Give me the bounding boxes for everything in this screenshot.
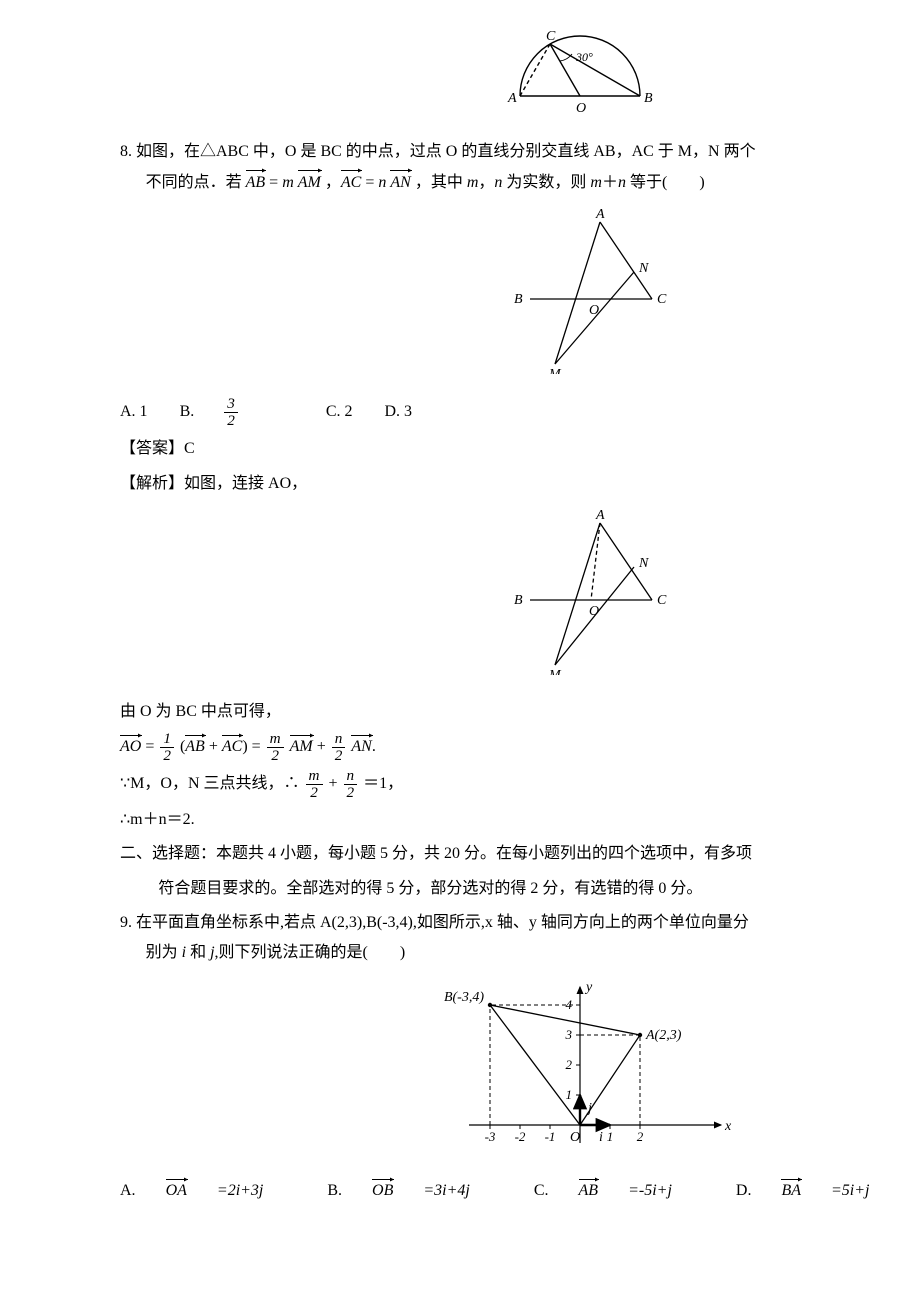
svg-text:O: O: [589, 604, 599, 619]
svg-text:B(-3,4): B(-3,4): [444, 990, 484, 1005]
svg-text:B: B: [514, 292, 523, 307]
q9-svg: -3-2-1121234OxyijA(2,3)B(-3,4): [415, 975, 745, 1155]
svg-text:C: C: [546, 29, 556, 44]
svg-text:3: 3: [565, 1027, 573, 1042]
svg-text:A: A: [595, 508, 605, 523]
q8-choice-a: A. 1: [120, 397, 148, 427]
figure-semicircle: 30° A O B C: [120, 26, 920, 127]
svg-text:B: B: [514, 593, 523, 608]
q9-choice-b: B. OB=3i+4j: [327, 1176, 499, 1206]
svg-text:M: M: [548, 668, 562, 675]
q8-svg-b: A B C O N M: [480, 505, 680, 675]
q9-stem-line2: 别为 i 和 j,则下列说法正确的是( ): [146, 938, 920, 968]
svg-text:C: C: [657, 292, 667, 307]
q9-figure: -3-2-1121234OxyijA(2,3)B(-3,4): [120, 975, 920, 1166]
q8-deriv-line3: ∵M，O，N 三点共线，∴ m2 + n2 ＝1，: [120, 768, 920, 801]
q8-figure-b: A B C O N M: [120, 505, 920, 686]
q8-stem-line2: 不同的点．若 AB = m AM ，AC = n AN ，其中 m，n 为实数，…: [146, 168, 920, 198]
svg-text:30°: 30°: [575, 50, 593, 64]
svg-text:y: y: [584, 980, 593, 995]
q8-deriv-line4: ∴m＋n＝2.: [120, 805, 920, 835]
section2-line2: 符合题目要求的。全部选对的得 5 分，部分选对的得 2 分，有选错的得 0 分。: [158, 874, 920, 904]
svg-text:-1: -1: [545, 1129, 556, 1144]
q9-stem-line1: 9. 在平面直角坐标系中,若点 A(2,3),B(-3,4),如图所示,x 轴、…: [142, 908, 920, 938]
svg-text:-3: -3: [485, 1129, 496, 1144]
q8-deriv-line1: 由 O 为 BC 中点可得，: [120, 697, 920, 727]
q8-choice-b: B. 32: [180, 396, 294, 429]
q9-choices: A. OA=2i+3j B. OB=3i+4j C. AB=-5i+j D. B…: [120, 1176, 920, 1206]
svg-text:i: i: [599, 1130, 603, 1145]
q8-choice-c: C. 2: [326, 397, 353, 427]
svg-text:1: 1: [566, 1087, 573, 1102]
q9-choice-a: A. OA=2i+3j: [120, 1176, 293, 1206]
svg-text:A: A: [507, 91, 517, 106]
svg-text:-2: -2: [515, 1129, 526, 1144]
svg-text:M: M: [548, 367, 562, 374]
q8-figure-a: A B C O N M: [120, 204, 920, 385]
svg-text:A(2,3): A(2,3): [645, 1028, 682, 1043]
svg-text:2: 2: [566, 1057, 573, 1072]
q8-svg-a: A B C O N M: [480, 204, 680, 374]
svg-text:O: O: [576, 101, 586, 116]
svg-text:2: 2: [637, 1129, 644, 1144]
svg-text:O: O: [589, 303, 599, 318]
svg-text:O: O: [570, 1130, 580, 1145]
q8-choices: A. 1 B. 32 C. 2 D. 3: [120, 396, 920, 429]
svg-text:B: B: [644, 91, 653, 106]
q8-stem-line1: 8. 如图，在△ABC 中，O 是 BC 的中点，过点 O 的直线分别交直线 A…: [142, 137, 920, 167]
q9-choice-c: C. AB=-5i+j: [534, 1176, 702, 1206]
q8-answer: 【答案】C: [120, 434, 920, 464]
q8-explain: 【解析】如图，连接 AO，: [120, 469, 920, 499]
svg-text:x: x: [724, 1119, 732, 1134]
q8-deriv-line2: AO = 12 (AB + AC) = m2 AM + n2 AN.: [120, 731, 920, 764]
q9-choice-d: D. BA=5i+j: [736, 1176, 900, 1206]
svg-text:N: N: [638, 556, 649, 571]
q8-choice-d: D. 3: [385, 397, 413, 427]
section2-line1: 二、选择题：本题共 4 小题，每小题 5 分，共 20 分。在每小题列出的四个选…: [120, 839, 920, 869]
semicircle-svg: 30° A O B C: [480, 26, 680, 116]
svg-text:N: N: [638, 261, 649, 276]
svg-text:C: C: [657, 593, 667, 608]
svg-text:A: A: [595, 207, 605, 222]
svg-text:1: 1: [607, 1129, 614, 1144]
